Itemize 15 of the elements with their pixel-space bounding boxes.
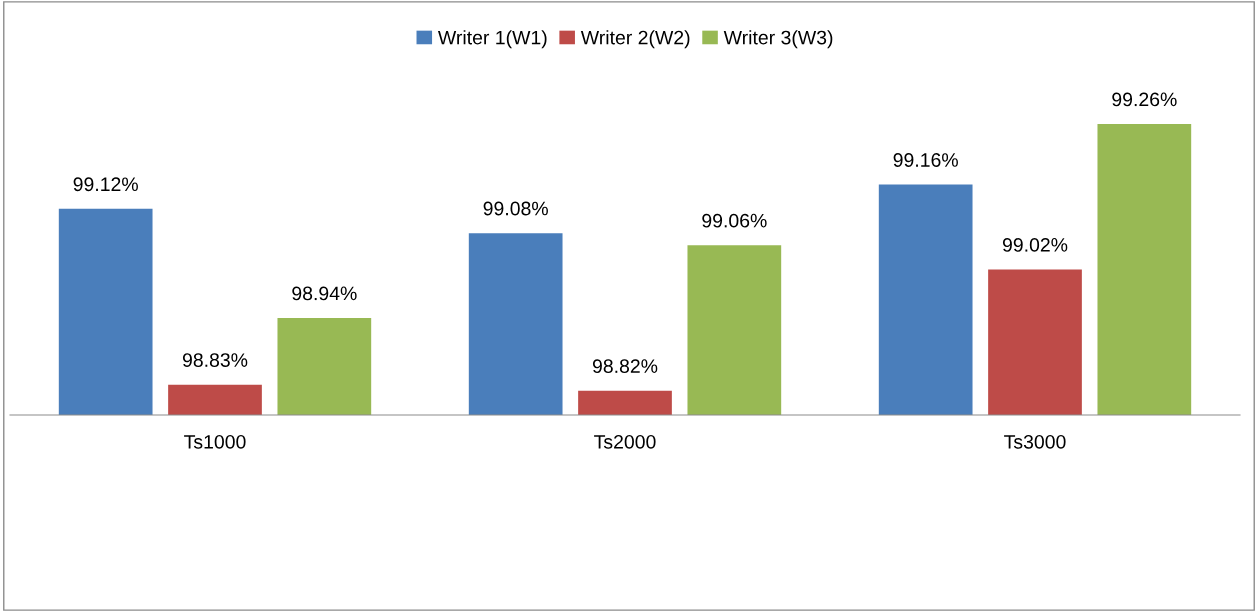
legend-label: Writer 3(W3) — [723, 30, 833, 49]
legend-label: Writer 1(W1) — [437, 30, 547, 49]
legend-label: Writer 2(W2) — [580, 30, 690, 49]
x-tick-label: Ts3000 — [1004, 434, 1066, 449]
data-label: 99.12% — [73, 177, 138, 192]
data-label: 99.06% — [702, 213, 767, 228]
data-label: 99.02% — [1002, 238, 1068, 252]
data-label: 98.83% — [182, 353, 248, 367]
data-label: 98.94% — [292, 286, 357, 301]
data-label: 99.16% — [893, 153, 958, 167]
data-label: 98.82% — [592, 359, 658, 374]
x-tick-label: Ts1000 — [184, 434, 246, 449]
x-tick-label: Ts2000 — [594, 434, 656, 449]
data-label: 99.26% — [1112, 92, 1177, 107]
data-label: 99.08% — [483, 201, 548, 216]
